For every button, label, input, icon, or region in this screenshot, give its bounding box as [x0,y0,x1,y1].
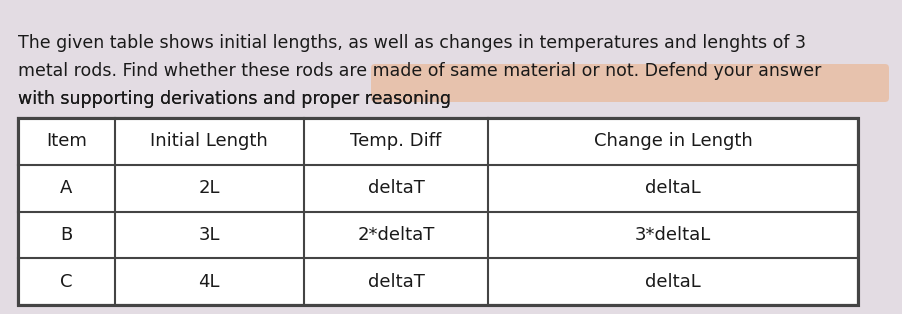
Text: 2L: 2L [198,179,220,197]
Text: 3L: 3L [198,226,220,244]
Text: B: B [60,226,72,244]
Text: 2*deltaT: 2*deltaT [357,226,435,244]
Text: Temp. Diff: Temp. Diff [350,133,442,150]
Text: deltaL: deltaL [645,179,701,197]
Text: A: A [60,179,72,197]
Text: with supporting derivations and proper reasoning: with supporting derivations and proper r… [18,90,451,108]
Text: 4L: 4L [198,273,220,291]
Text: with supporting derivations and proper reasoning: with supporting derivations and proper r… [18,90,451,108]
Text: The given table shows initial lengths, as well as changes in temperatures and le: The given table shows initial lengths, a… [18,35,806,52]
Text: deltaL: deltaL [645,273,701,291]
Text: Initial Length: Initial Length [151,133,268,150]
Text: Item: Item [46,133,87,150]
Text: 3*deltaL: 3*deltaL [635,226,712,244]
Text: deltaT: deltaT [367,179,425,197]
Text: deltaT: deltaT [367,273,425,291]
Bar [18,118,858,305]
Text: C: C [60,273,72,291]
Text: Change in Length: Change in Length [594,133,752,150]
Bar [18,118,858,305]
FancyBboxPatch shape [371,64,889,102]
Text: metal rods. Find whether these rods are made of same material or not. Defend you: metal rods. Find whether these rods are … [18,62,822,80]
